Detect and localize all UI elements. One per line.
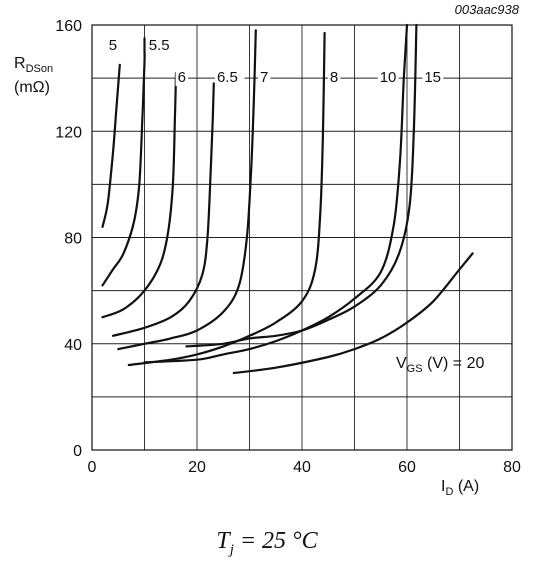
curve-label-bg [258,69,271,87]
curve-vgs-7 [117,29,257,351]
vgs-20-label: VGS (V) = 20 [396,355,484,375]
curve-label-bg [175,69,189,87]
curve-label-vgs-6: 6 [178,69,186,86]
curve-label-vgs-7: 7 [260,69,268,86]
curve-vgs-5-5 [101,37,146,287]
curve-label-vgs-15: 15 [424,69,441,86]
curve-label-bg [422,69,444,87]
y-tick-label: 160 [55,18,82,35]
vgs-20-label-main: V [396,355,407,372]
curve-vgs-20 [232,252,474,375]
plot-frame [91,24,513,451]
y-tick-label: 40 [64,337,82,354]
condition-t: T [216,528,230,554]
curve-label-bg [377,69,399,87]
x-axis-label-main: I [441,478,445,495]
tick-labels: 0 20 40 60 80 0 40 80 120 160 [55,18,521,476]
curve-vgs-15 [185,23,418,348]
x-axis-label-sub: D [445,486,453,498]
curve-labels: 5 5.5 6 6.5 7 8 10 15 [106,37,444,87]
curve-label-vgs-6-5: 6.5 [217,69,238,86]
curve-vgs-8 [127,31,326,367]
curve-label-bg [214,69,245,87]
x-tick-label: 40 [293,459,311,476]
y-axis-label: RDSon [14,55,53,75]
y-axis-unit: (mΩ) [14,79,50,96]
curve-label-bg [146,37,177,55]
x-axis-label-unit: (A) [453,478,479,495]
curve-vgs-6 [101,71,178,319]
curve-label-vgs-10: 10 [380,69,397,86]
curves [101,23,474,375]
curve-label-bg [327,69,341,87]
x-axis-label: ID (A) [441,478,479,498]
grid [92,25,512,450]
y-axis-label-sub: DSon [26,63,54,75]
curve-label-bg [106,37,120,55]
curve-label-vgs-8: 8 [330,69,338,86]
curve-label-vgs-5-5: 5.5 [149,37,170,54]
x-tick-label: 60 [398,459,416,476]
curve-vgs-10 [143,23,409,364]
curve-vgs-5 [101,63,121,228]
condition-sub: j [229,541,234,558]
x-tick-label: 80 [503,459,521,476]
x-tick-label: 0 [88,459,97,476]
y-tick-label: 80 [64,231,82,248]
y-tick-label: 0 [73,443,82,460]
condition-rest: = 25 °C [233,528,318,554]
curve-vgs-6-5 [111,82,215,337]
figure-id: 003aac938 [455,2,520,17]
curve-label-vgs-5: 5 [109,37,117,54]
vgs-20-label-rest: (V) = 20 [423,355,485,372]
x-tick-label: 20 [188,459,206,476]
vgs-20-label-sub: GS [407,363,423,375]
y-tick-label: 120 [55,124,82,141]
y-axis-label-main: R [14,55,26,72]
condition-label: Tj = 25 °C [0,528,534,559]
